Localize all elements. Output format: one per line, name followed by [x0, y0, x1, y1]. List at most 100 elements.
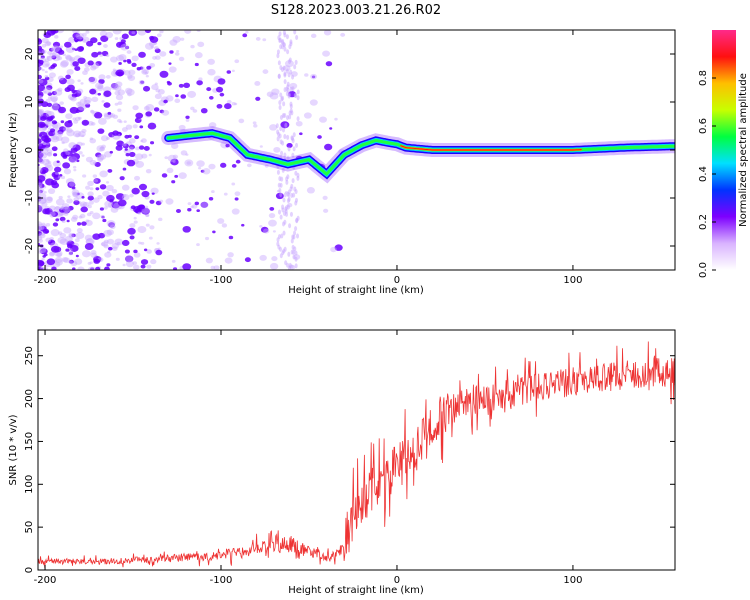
spectrogram-noise-blob — [149, 36, 159, 43]
spectrogram-noise-blob — [159, 109, 165, 114]
spectrogram-noise-blob — [41, 49, 47, 54]
colorbar-label: Normalized spectral amplitude — [738, 73, 749, 227]
spectrogram-noise-blob — [293, 30, 297, 35]
spectrogram-noise-blob — [90, 65, 97, 71]
spectrogram-noise-blob — [140, 241, 145, 245]
spectrogram-noise-blob — [172, 160, 176, 163]
spectrogram-noise-blob — [52, 135, 58, 140]
spectrogram-noise-blob — [38, 108, 45, 115]
spectrogram-noise-blob — [54, 166, 62, 173]
spectrogram-noise-blob — [100, 242, 106, 247]
spectrogram-noise-blob — [51, 182, 60, 189]
spectrogram-noise-blob — [226, 70, 231, 74]
spectrogram-noise-blob — [44, 146, 50, 151]
spectrogram-noise-blob — [146, 249, 152, 254]
spectrogram-noise-blob — [85, 238, 94, 245]
spectrogram-noise-blob — [291, 244, 295, 250]
spectrogram-noise-blob — [286, 84, 290, 90]
spectrogram-noise-blob — [278, 31, 282, 37]
spectrogram-noise-blob — [122, 193, 127, 197]
spectrogram-noise-blob — [278, 188, 282, 194]
spectrogram-noise-blob — [50, 229, 60, 237]
spectrogram-noise-blob — [145, 104, 155, 112]
spectrogram-noise-blob — [158, 217, 163, 222]
spectrogram-noise-blob — [98, 154, 107, 160]
spectrogram-noise-blob — [87, 261, 92, 265]
spectrogram-noise-blob — [76, 46, 84, 52]
spectrogram-noise-blob — [174, 98, 181, 104]
spectrogram-noise-blob — [51, 211, 59, 217]
spectrogram-noise-blob — [95, 82, 104, 89]
spectrogram-noise-blob — [57, 129, 64, 135]
spectrogram-noise-blob — [144, 205, 149, 209]
snr-x-label: Height of straight line (km) — [288, 585, 424, 596]
spectrogram-noise-blob — [83, 96, 88, 100]
spectrogram-noise-blob — [150, 187, 159, 195]
spectrogram-noise-blob — [84, 103, 91, 108]
spectrogram-noise-blob — [132, 124, 138, 129]
spectrogram-noise-blob — [63, 148, 69, 153]
spectrogram-noise-blob — [296, 116, 300, 122]
spectrogram-noise-blob — [89, 88, 97, 95]
spectrogram-noise-blob — [292, 192, 296, 198]
spectrogram-noise-blob — [41, 60, 51, 68]
spectrogram-noise-blob — [224, 257, 233, 264]
spectrogram-noise-blob — [38, 187, 45, 194]
spectrogram-noise-blob — [211, 190, 215, 194]
spectrogram-noise-blob — [117, 101, 123, 106]
spectrogram-noise-blob — [53, 174, 61, 181]
spectrogram-noise-blob — [115, 81, 123, 88]
spectrogram-noise-blob — [80, 103, 85, 107]
spectrogram-noise-blob — [64, 41, 72, 48]
spectrogram-noise-blob — [292, 249, 296, 255]
spectrogram-noise-blob — [288, 114, 292, 120]
spectrogram-noise-blob — [99, 170, 108, 178]
spectrogram-noise-blob — [146, 65, 152, 70]
spectrogram-noise-blob — [138, 80, 145, 85]
spectrogram-noise-blob — [178, 172, 187, 179]
spectrogram-noise-blob — [38, 204, 44, 212]
spectrogram-noise-blob — [283, 87, 287, 93]
spectrogram-noise-blob — [122, 143, 129, 149]
spectrogram-noise-blob — [81, 134, 85, 138]
spectrogram-noise-blob — [121, 184, 130, 191]
spectrogram-noise-blob — [77, 88, 84, 94]
spectrogram-noise-blob — [217, 218, 225, 224]
colorbar-tick-label: 0.2 — [698, 214, 709, 230]
spectrogram-noise-blob — [200, 169, 205, 173]
spectrogram-noise-blob — [71, 47, 76, 51]
spectrogram-noise-blob — [117, 199, 127, 207]
spectrogram-noise-blob — [41, 257, 45, 261]
spectrogram-noise-blob — [111, 242, 119, 249]
spectrogram-noise-blob — [147, 122, 157, 130]
spectrogram-noise-blob — [119, 176, 125, 181]
spectrogram-noise-blob — [154, 82, 158, 86]
spectrogram-noise-blob — [111, 246, 118, 251]
spectrogram-noise-blob — [73, 119, 79, 124]
spectrogram-x-label: Height of straight line (km) — [288, 285, 424, 296]
spectrogram-noise-blob — [276, 49, 280, 55]
spectrogram-noise-blob — [120, 43, 129, 51]
spectrogram-noise-blob — [98, 74, 106, 80]
spectrogram-noise-blob — [159, 30, 164, 34]
spectrogram-noise-blob — [121, 127, 128, 132]
snr-series-line — [38, 341, 675, 569]
spectrogram-noise-blob — [277, 35, 281, 41]
spectrogram-noise-blob — [38, 260, 45, 266]
spectrogram-noise-blob — [138, 145, 145, 150]
spectrogram-noise-blob — [126, 159, 136, 167]
spectrogram-noise-blob — [183, 82, 191, 89]
spectrogram-noise-blob — [103, 206, 108, 210]
spectrogram-noise-blob — [334, 244, 343, 251]
spectrogram-noise-blob — [172, 35, 182, 43]
spectrogram-noise-blob — [39, 190, 43, 194]
spectrogram-ytick-label: 0 — [24, 147, 35, 153]
spectrogram-noise-blob — [126, 50, 132, 54]
snr-ytick-label: 200 — [24, 389, 35, 408]
spectrogram-noise-blob — [141, 68, 149, 75]
spectrogram-noise-blob — [61, 203, 70, 210]
spectrogram-noise-blob — [38, 158, 45, 164]
spectrogram-noise-blob — [56, 160, 60, 163]
spectrogram-noise-blob — [268, 213, 276, 219]
spectrogram-noise-blob — [141, 207, 150, 214]
